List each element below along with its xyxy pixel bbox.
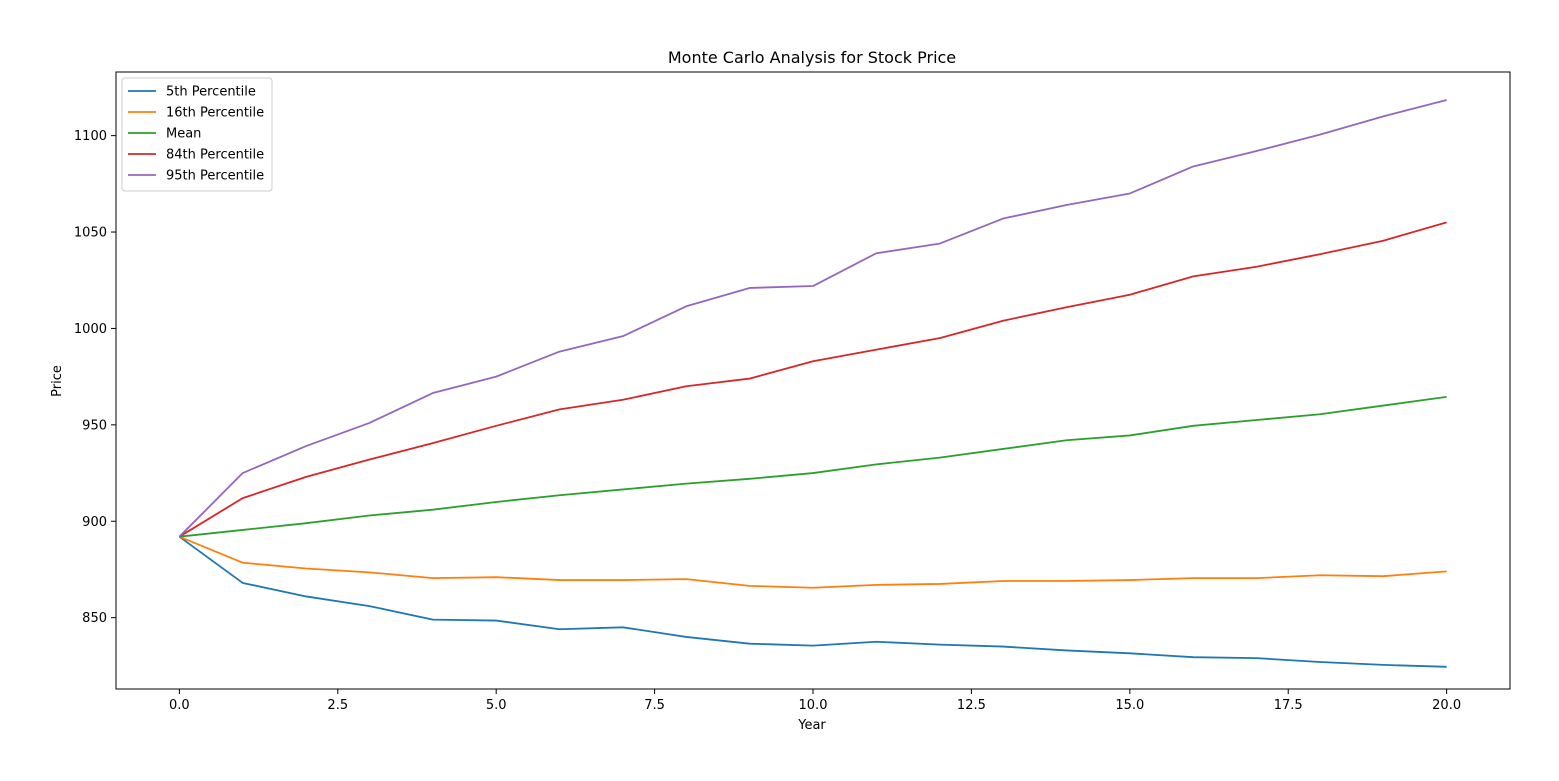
series-lines xyxy=(178,99,1447,668)
x-tick-label: 10.0 xyxy=(799,698,828,713)
x-tick-label: 15.0 xyxy=(1115,698,1144,713)
x-tick-label: 12.5 xyxy=(957,698,986,713)
y-axis: 850 900 950 1000 1050 1100 xyxy=(74,129,116,626)
legend: 5th Percentile 16th Percentile Mean 84th Pe… xyxy=(121,77,273,192)
y-tick-label: 1100 xyxy=(74,129,107,144)
plot-frame xyxy=(115,71,1511,690)
x-tick-label: 17.5 xyxy=(1274,698,1303,713)
y-tick-label: 900 xyxy=(82,515,107,530)
x-axis-label: Year xyxy=(797,718,826,733)
legend-entry: Mean xyxy=(166,127,201,142)
x-tick-label: 7.5 xyxy=(644,698,665,713)
legend-entry: 16th Percentile xyxy=(166,106,264,121)
x-tick-label: 0.0 xyxy=(169,698,190,713)
y-tick-label: 950 xyxy=(82,418,107,433)
y-tick-label: 1000 xyxy=(74,322,107,337)
legend-box xyxy=(121,77,273,192)
series-line-1 xyxy=(179,535,1447,589)
y-axis-label: Price xyxy=(50,365,65,397)
series-line-3 xyxy=(178,221,1447,538)
legend-entry: 95th Percentile xyxy=(166,169,264,184)
y-tick-label: 1050 xyxy=(74,226,107,241)
x-tick-label: 20.0 xyxy=(1432,698,1461,713)
x-tick-label: 2.5 xyxy=(327,698,348,713)
legend-entry: 5th Percentile xyxy=(166,85,256,100)
chart-title: Monte Carlo Analysis for Stock Price xyxy=(668,48,956,67)
series-line-4 xyxy=(178,99,1447,538)
y-tick-label: 850 xyxy=(82,611,107,626)
x-tick-label: 5.0 xyxy=(486,698,507,713)
series-line-0 xyxy=(178,535,1447,668)
x-axis: 0.0 2.5 5.0 7.5 10.0 12.5 15.0 17.5 20.0 xyxy=(169,689,1461,713)
legend-entry: 84th Percentile xyxy=(166,148,264,163)
series-line-2 xyxy=(179,395,1447,538)
